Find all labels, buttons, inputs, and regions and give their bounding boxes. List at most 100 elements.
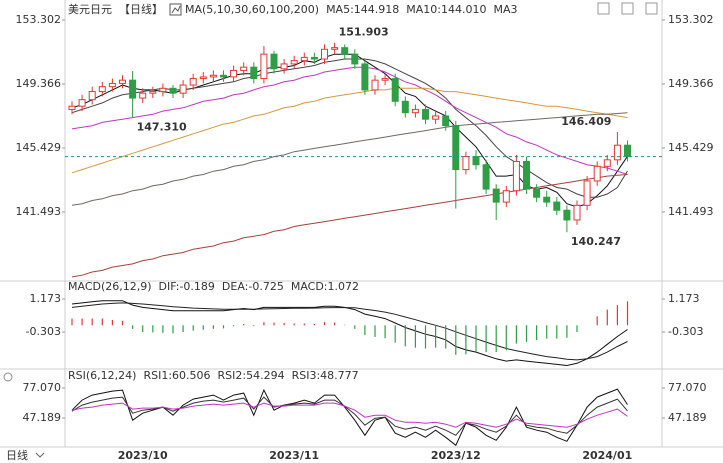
candle-body <box>462 156 470 171</box>
candle-body <box>179 84 187 94</box>
footer-tab-label[interactable]: 日线 <box>6 448 28 462</box>
candle-body <box>533 188 541 198</box>
ma-line <box>71 174 628 278</box>
candle-body <box>411 108 419 114</box>
y-tick-label-right: 153.302 <box>668 13 714 26</box>
icon[interactable] <box>597 2 610 15</box>
y-tick-label-right: -0.303 <box>668 325 703 338</box>
legend-label: RSI2:54.294 <box>218 369 285 382</box>
ma-line <box>71 112 628 206</box>
y-tick-label: 141.493 <box>16 205 62 218</box>
y-tick-label-right: 149.366 <box>668 77 714 90</box>
extreme-label: 151.903 <box>339 26 389 39</box>
y-tick-label: 149.366 <box>16 77 62 90</box>
candle-body <box>129 79 137 99</box>
indicator-label: MA(5,10,30,60,100,200) <box>185 3 319 16</box>
candle-body <box>189 78 197 86</box>
y-tick-label-right: 145.429 <box>668 141 714 154</box>
toolbar-icons <box>597 2 658 15</box>
candle-body <box>209 74 217 78</box>
candle-body <box>280 63 288 70</box>
candle-body <box>482 164 490 190</box>
candle-body <box>240 66 248 71</box>
indicator-label: MACD(26,12,9) <box>68 280 152 293</box>
extreme-label: 147.310 <box>137 120 187 133</box>
candle-body <box>159 87 167 93</box>
indicator-icon <box>171 5 181 14</box>
candle-body <box>290 60 298 65</box>
y-tick-label-right: 1.173 <box>668 292 700 305</box>
candle-body <box>543 196 551 203</box>
y-tick-label: 47.189 <box>23 411 62 424</box>
icon[interactable] <box>3 372 13 382</box>
candle-body <box>401 100 409 114</box>
candle-body <box>321 48 328 60</box>
candle-body <box>603 159 611 167</box>
candle-body <box>512 160 520 192</box>
legend-label: MACD:1.072 <box>291 280 359 293</box>
candle-body <box>613 144 621 161</box>
indicator-icon <box>169 3 182 16</box>
candle-body <box>119 79 126 84</box>
legend-label: RSI1:60.506 <box>143 369 210 382</box>
y-tick-label: 1.173 <box>30 292 62 305</box>
candle-body <box>432 115 440 120</box>
candle-body <box>68 105 76 110</box>
legend-label: DIF:-0.189 <box>159 280 215 293</box>
icon[interactable] <box>621 2 634 15</box>
candle-body <box>78 99 86 107</box>
candle-body <box>341 47 349 55</box>
settings-icon[interactable] <box>3 372 13 382</box>
footer-tab[interactable]: 日线 <box>6 448 45 462</box>
candle-body <box>593 165 601 182</box>
x-tick-label: 2023/11 <box>269 449 319 462</box>
candle-body <box>88 91 96 101</box>
x-tick-label: 2023/12 <box>431 449 481 462</box>
candle-body <box>250 66 258 80</box>
candle-body <box>300 56 308 62</box>
ma-line <box>71 66 628 175</box>
candle-body <box>220 74 227 78</box>
candle-body <box>442 115 450 127</box>
y-tick-label-right: 141.493 <box>668 205 714 218</box>
y-tick-label: 145.429 <box>16 141 62 154</box>
candle-body <box>472 156 480 166</box>
candle-body <box>422 108 429 120</box>
legend-label: RSI3:48.777 <box>292 369 359 382</box>
macd-line <box>71 302 628 361</box>
candle-body <box>371 79 379 91</box>
candle-body <box>139 92 147 99</box>
candle-body <box>149 91 157 94</box>
ma-line <box>71 87 628 174</box>
candle-body <box>230 69 238 78</box>
legend-label: DEA:-0.725 <box>222 280 284 293</box>
candle-body <box>270 53 278 70</box>
x-tick-label: 2023/10 <box>118 449 168 462</box>
dropdown-icon <box>35 452 45 458</box>
candle-body <box>553 201 561 211</box>
candle-body <box>452 125 460 171</box>
legend-label: MA3 <box>494 3 518 16</box>
candle-body <box>310 56 318 60</box>
icon[interactable] <box>645 2 658 15</box>
candle-body <box>573 204 581 221</box>
candle-body <box>98 86 106 93</box>
legend-label: MA5:144.918 <box>326 3 399 16</box>
candle-body <box>391 78 399 102</box>
y-tick-label: 153.302 <box>16 13 62 26</box>
candle-body <box>108 82 116 88</box>
x-tick-label: 2024/01 <box>582 449 632 462</box>
candle-body <box>199 76 207 80</box>
candle-body <box>624 144 631 158</box>
y-tick-label: -0.303 <box>26 325 61 338</box>
candle-body <box>260 53 268 80</box>
rsi-line <box>71 402 628 428</box>
chart-subtitle: 【日线】 <box>119 2 163 16</box>
y-tick-label-right: 77.070 <box>668 381 707 394</box>
y-tick-label: 77.070 <box>23 381 62 394</box>
candle-body <box>331 47 339 50</box>
candle-body <box>492 188 500 203</box>
chart-title: 美元日元 <box>68 3 112 16</box>
candle-body <box>381 78 389 81</box>
macd-line <box>71 300 628 367</box>
